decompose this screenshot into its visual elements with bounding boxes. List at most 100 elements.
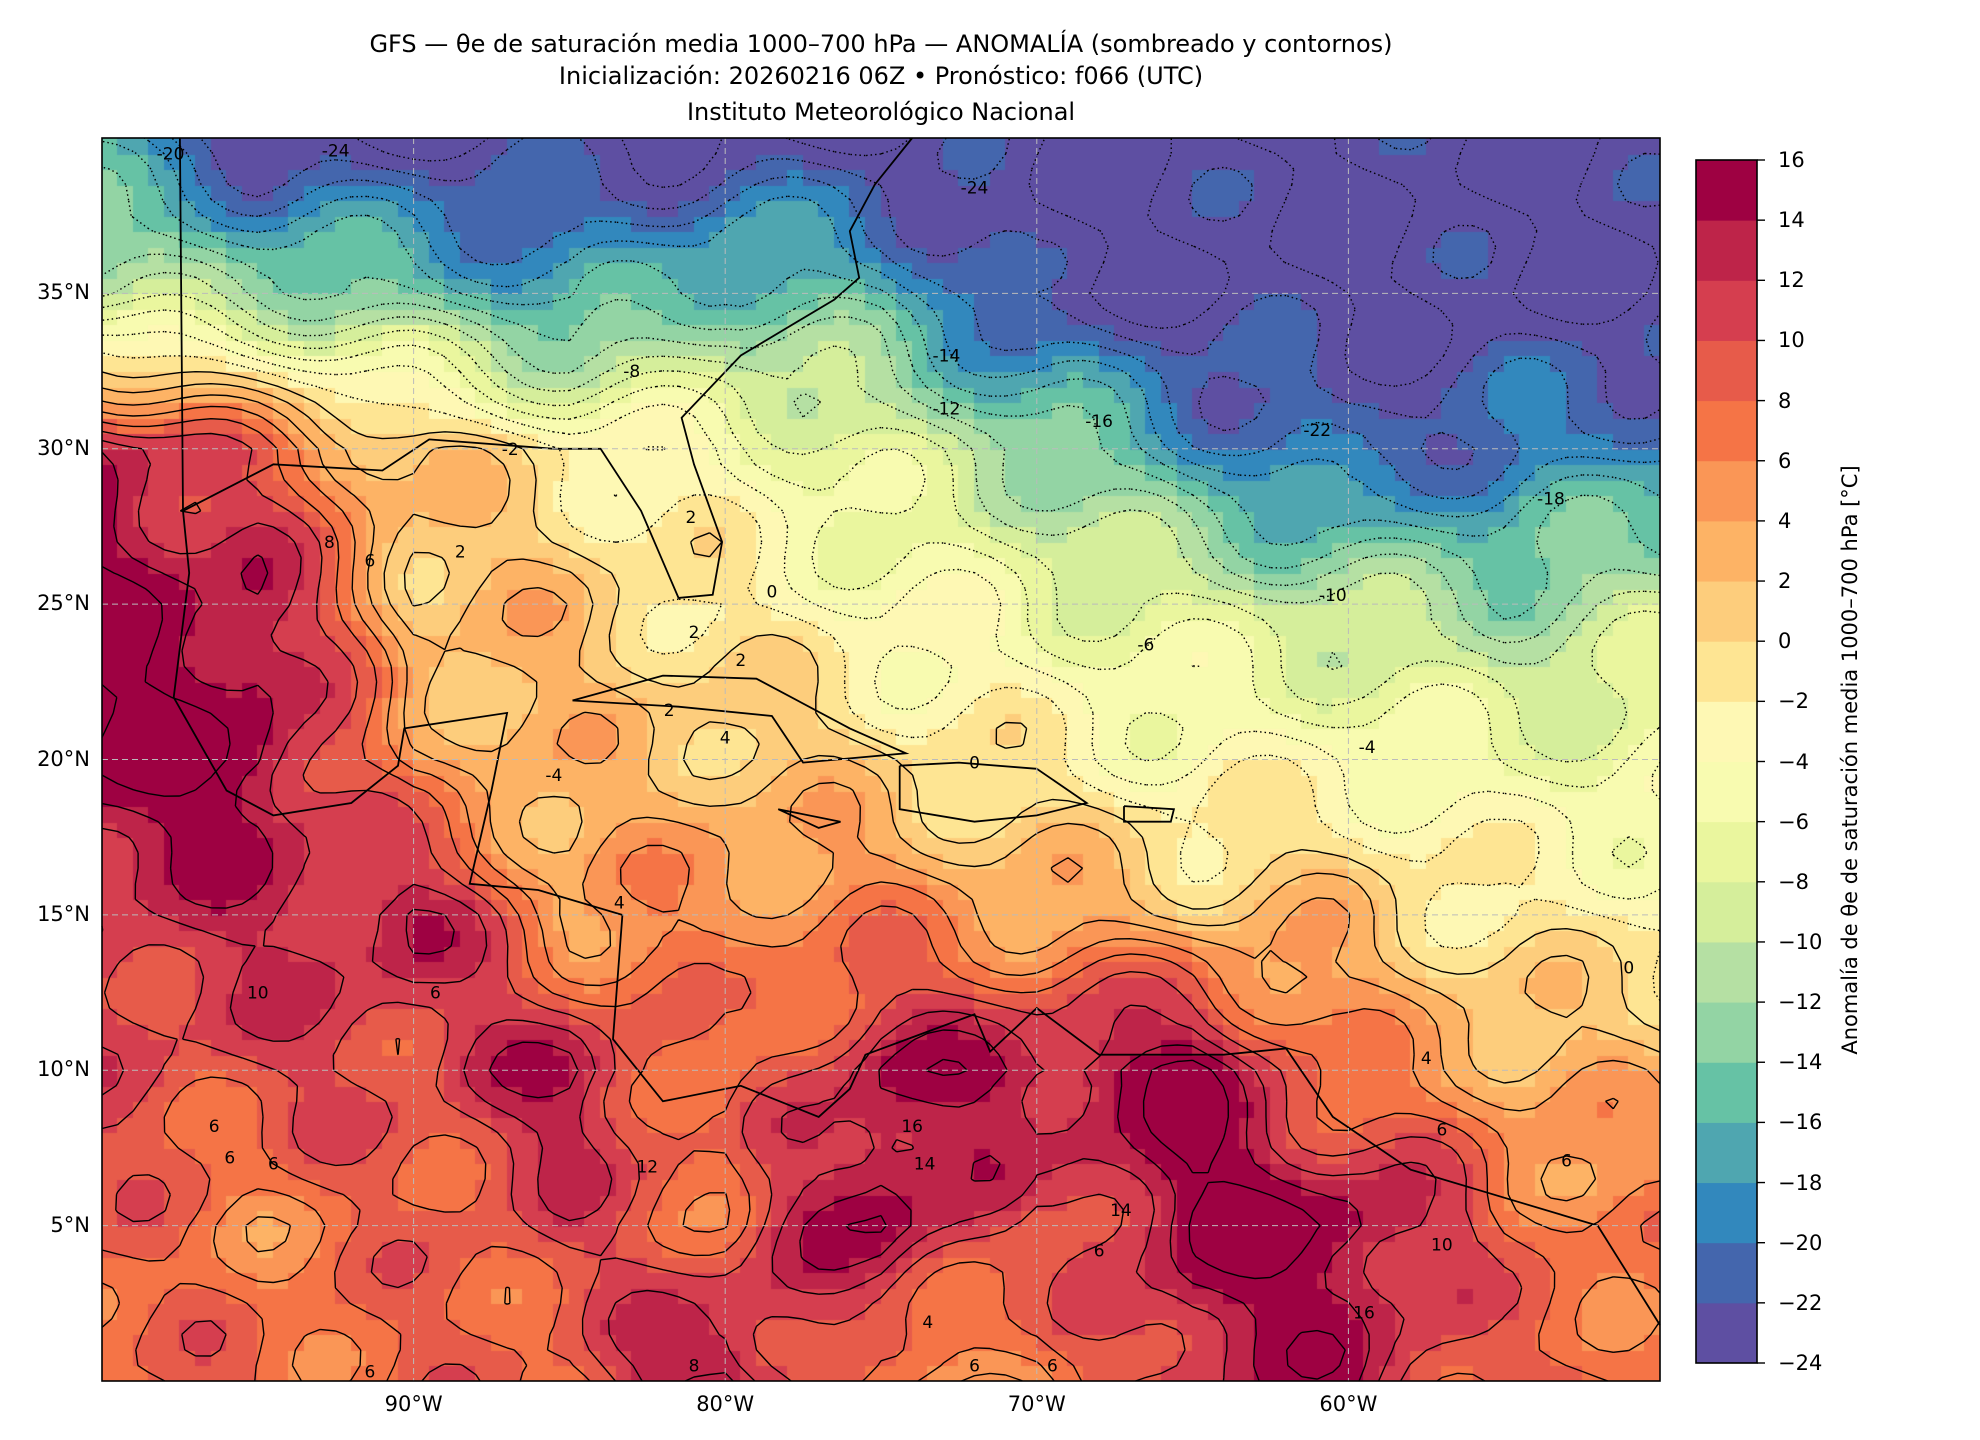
contour-label: -10 — [1319, 586, 1347, 606]
contour-label: -12 — [933, 399, 961, 419]
contour-16 — [101, 565, 1346, 1380]
x-tick-label: 90°W — [384, 1392, 443, 1416]
contour-label: 8 — [324, 533, 335, 553]
coastlines — [172, 137, 1661, 1326]
contour-label: 6 — [268, 1154, 279, 1174]
chart-subtitle-init: Inicialización: 20260216 06Z • Pronóstic… — [558, 62, 1204, 90]
contour-label: -20 — [157, 145, 185, 165]
contour--2 — [101, 352, 1661, 1001]
contour-label: -8 — [623, 362, 640, 382]
colorbar-tick-label: −4 — [1778, 749, 1809, 774]
contour-label: 4 — [614, 893, 625, 913]
contour-label: 6 — [224, 1148, 235, 1168]
y-tick-label: 5°N — [50, 1212, 90, 1237]
colorbar-swatch — [1696, 701, 1757, 762]
chart-title: GFS — θe de saturación media 1000–700 hP… — [369, 30, 1393, 58]
contour--10 — [101, 271, 1661, 671]
y-tick-label: 10°N — [37, 1057, 90, 1082]
y-tick-label: 25°N — [37, 591, 90, 616]
contour-label: 16 — [1353, 1304, 1375, 1324]
contour-label: -4 — [545, 766, 562, 786]
y-tick-label: 15°N — [37, 901, 90, 926]
contour--4 — [101, 330, 1661, 900]
contour-labels: -20 -24-24-8-14-12-16 -22-18-2286202224-40… — [157, 141, 1635, 1382]
x-tick-label: 60°W — [1319, 1392, 1378, 1416]
contour--6 — [101, 309, 1661, 868]
x-tick-label: 70°W — [1007, 1392, 1066, 1416]
contour--24 — [355, 137, 1659, 387]
colorbar-swatch — [1696, 1122, 1757, 1184]
colorbar-swatch — [1696, 1002, 1757, 1063]
contour-label: -24 — [961, 179, 989, 199]
contour-label: 14 — [914, 1154, 936, 1174]
colorbar-swatch — [1696, 400, 1757, 462]
gridlines — [102, 138, 1660, 1381]
contour-label: 6 — [969, 1356, 980, 1376]
contour-label: 12 — [636, 1158, 658, 1178]
contour-label: 14 — [1110, 1201, 1132, 1221]
x-tick-label: 80°W — [696, 1392, 755, 1416]
contour--22 — [199, 137, 1661, 471]
colorbar-tick-label: −22 — [1778, 1290, 1823, 1315]
coastline-1 — [182, 137, 913, 599]
y-tick-label: 20°N — [37, 746, 90, 771]
colorbar-swatch — [1696, 1242, 1757, 1304]
colorbar-swatch — [1696, 460, 1757, 522]
colorbar-tick-label: −18 — [1778, 1170, 1823, 1195]
contour-label: 6 — [1094, 1241, 1105, 1261]
contour-label: 0 — [969, 754, 980, 774]
coastline-3 — [898, 761, 1089, 823]
contour--12 — [101, 253, 1661, 644]
contour-label: 6 — [430, 984, 441, 1004]
colorbar — [1695, 159, 1765, 1364]
colorbar-tick-label: −16 — [1778, 1110, 1823, 1135]
colorbar-tick-label: −20 — [1778, 1230, 1823, 1255]
colorbar-tick-label: 10 — [1778, 328, 1805, 353]
colorbar-tick-label: 14 — [1778, 208, 1805, 233]
contour-label: 6 — [209, 1117, 220, 1137]
contour-2 — [101, 383, 1661, 1084]
contour-label: 6 — [365, 552, 376, 572]
coastline-0 — [172, 137, 1661, 1326]
contour-label: 6 — [1561, 1151, 1572, 1171]
contour-label: 2 — [689, 623, 700, 643]
coastline-5 — [1123, 805, 1176, 823]
colorbar-tick-label: 4 — [1778, 508, 1792, 533]
contour-label: 4 — [1421, 1049, 1432, 1069]
coastline-4 — [777, 808, 841, 829]
colorbar-tick-label: 6 — [1778, 448, 1792, 473]
contour-label: 6 — [1047, 1356, 1058, 1376]
contour-label: -14 — [933, 347, 961, 367]
contour-label: -18 — [1537, 489, 1565, 509]
colorbar-tick-label: 2 — [1778, 569, 1792, 594]
contour-label: -16 — [1085, 412, 1113, 432]
colorbar-swatch — [1696, 581, 1757, 642]
contour-label: 16 — [901, 1117, 923, 1137]
colorbar-swatch — [1696, 881, 1757, 943]
contour-label: 4 — [720, 729, 731, 749]
contour-label: -4 — [1359, 738, 1376, 758]
colorbar-swatch — [1696, 1062, 1757, 1123]
contour-label: -2 — [502, 440, 519, 460]
contour-lines — [101, 137, 1661, 1382]
contour--20 — [171, 137, 1661, 500]
colorbar-swatch — [1696, 340, 1757, 402]
contour-label: -6 — [1137, 636, 1154, 656]
plot-frame — [101, 137, 1661, 1382]
colorbar-swatch — [1696, 761, 1757, 823]
contour-label: 6 — [1436, 1120, 1447, 1140]
contour-label: 2 — [455, 542, 466, 562]
contour-label: 8 — [689, 1356, 700, 1376]
contour-label: -24 — [322, 141, 350, 161]
contour-label: 6 — [365, 1363, 376, 1383]
contour-label: 2 — [735, 651, 746, 671]
colorbar-tick-label: 8 — [1778, 388, 1792, 413]
contour-label: 10 — [1431, 1235, 1453, 1255]
contour-4 — [101, 394, 1661, 1382]
colorbar-swatch — [1696, 941, 1757, 1003]
anomaly-shading — [102, 138, 1660, 1381]
y-tick-label: 30°N — [37, 435, 90, 460]
colorbar-tick-label: −2 — [1778, 689, 1809, 714]
colorbar-tick-label: −10 — [1778, 929, 1823, 954]
